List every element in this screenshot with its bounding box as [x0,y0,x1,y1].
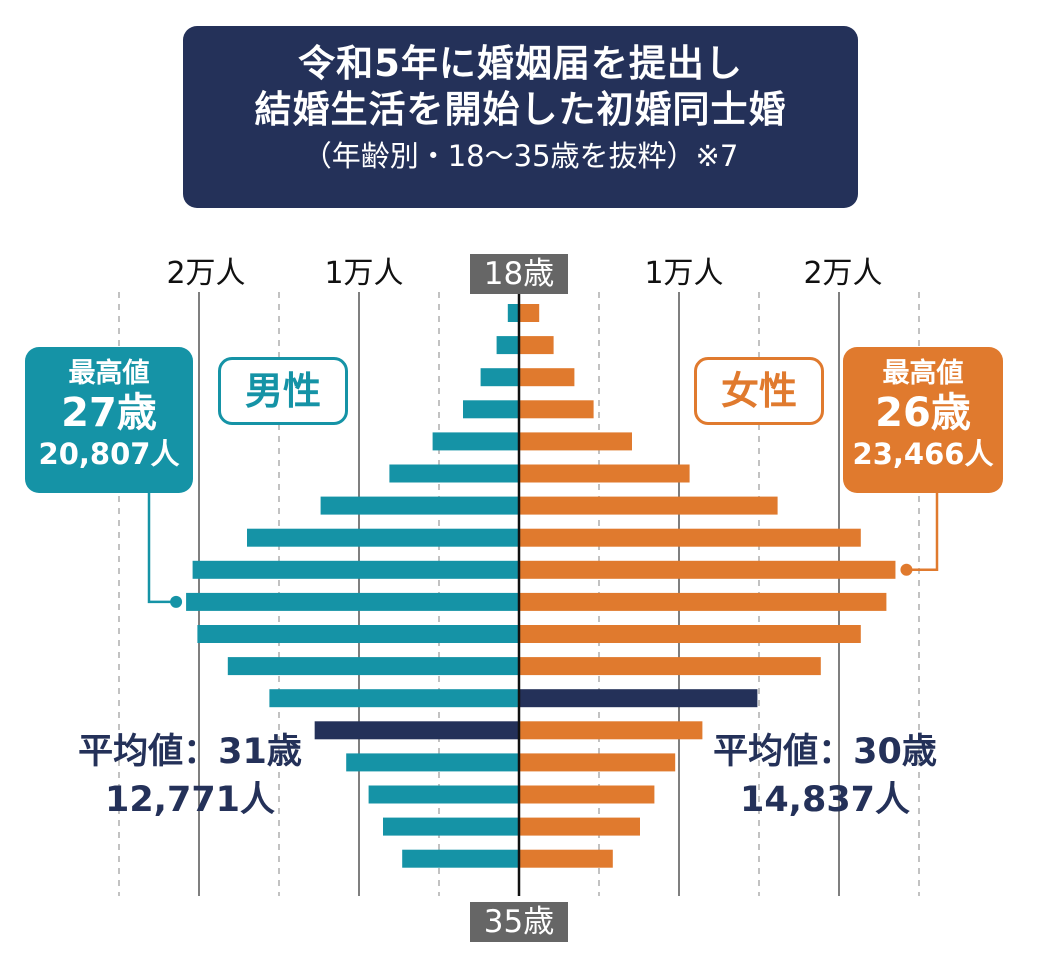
female-label: 女性 [694,357,824,425]
bar-female-32 [520,753,676,772]
bar-male-25 [247,528,519,547]
bar-female-33 [520,785,655,804]
bar-male-31 [314,721,519,740]
bar-female-18 [520,304,540,322]
female-peak-dot [900,563,913,576]
bar-male-29 [227,657,520,676]
bar-male-23 [389,464,519,483]
tick-labels: 2万人 1万人 1万人 2万人 [166,256,882,291]
male-peak-label: 最高値 [68,358,150,389]
male-average-value: 12,771人 [104,780,276,820]
bar-male-21 [463,400,519,419]
bar-male-35 [402,849,519,868]
male-peak-dot [170,595,183,608]
bar-female-30 [520,689,758,708]
male-label: 男性 [218,357,348,425]
female-peak-value: 23,466人 [852,437,994,471]
bar-male-27 [186,592,519,611]
bar-female-35 [520,849,613,868]
bar-female-22 [520,432,632,451]
tick-label-left-1man: 1万人 [324,256,403,291]
bar-female-27 [520,592,887,611]
male-peak-callout: 最高値 27歳 20,807人 [25,347,193,493]
bar-male-32 [346,753,519,772]
bar-female-21 [520,400,594,419]
bar-male-28 [197,625,519,643]
bar-female-20 [520,368,575,387]
bars [186,292,896,896]
bar-female-25 [520,528,861,547]
bar-male-34 [383,817,519,836]
male-average-annotation: 平均値：31歳 12,771人 [60,728,320,824]
title-box: 令和5年に婚姻届を提出し 結婚生活を開始した初婚同士婚 （年齢別・18〜35歳を… [183,26,858,208]
female-average-value: 14,837人 [739,780,911,820]
tick-label-right-2man: 2万人 [803,256,882,291]
bar-female-29 [520,657,821,676]
bar-female-28 [520,625,861,643]
bar-female-31 [520,721,703,740]
female-peak-callout: 最高値 26歳 23,466人 [843,347,1003,493]
female-average-age: 平均値：30歳 [713,732,937,772]
female-peak-connector [906,493,939,572]
male-peak-connector [147,493,177,604]
bar-female-24 [520,496,778,515]
bar-female-34 [520,817,640,836]
bar-female-23 [520,464,690,483]
bar-male-22 [432,432,519,451]
female-peak-age: 26歳 [875,390,971,436]
age-top-label: 18歳 [484,256,554,292]
peak-callout-lines [147,493,939,608]
age-bottom-label-bg [470,902,568,942]
age-bottom-label: 35歳 [484,904,554,940]
bar-male-33 [368,785,519,804]
bar-male-26 [192,560,519,579]
bar-male-18 [507,304,519,322]
title-line-2: 結婚生活を開始した初婚同士婚 [254,88,787,131]
bar-female-19 [520,336,554,355]
bar-male-30 [269,689,519,708]
male-peak-value: 20,807人 [38,437,180,471]
title-subtitle: （年齢別・18〜35歳を抜粋）※7 [302,139,739,173]
bar-male-24 [320,496,519,515]
age-top-label-bg [470,254,568,294]
bar-male-19 [496,336,519,355]
male-average-age: 平均値：31歳 [78,732,302,772]
male-peak-age: 27歳 [61,390,157,436]
tick-label-right-1man: 1万人 [644,256,723,291]
female-average-annotation: 平均値：30歳 14,837人 [700,728,950,824]
title-line-1: 令和5年に婚姻届を提出し [298,42,743,85]
bar-male-20 [480,368,519,387]
tick-label-left-2man: 2万人 [166,256,245,291]
bar-female-26 [520,560,896,579]
female-peak-label: 最高値 [882,358,964,389]
